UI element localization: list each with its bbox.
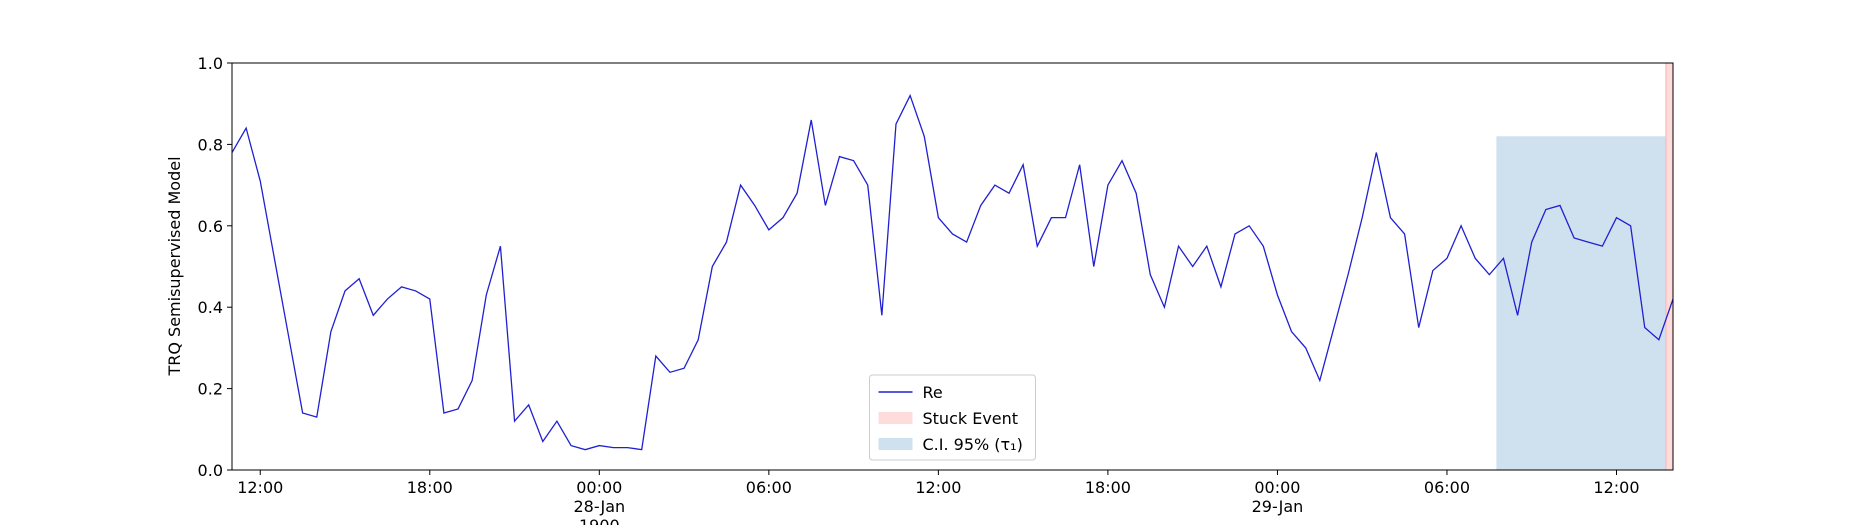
axes-frame <box>231 62 1674 471</box>
line <box>231 93 1674 451</box>
x-tick-label-line: 18:00 <box>407 478 453 497</box>
x-tick-label: 06:00 <box>746 478 792 497</box>
legend-swatch <box>878 412 913 424</box>
x-tick-label: 18:00 <box>1085 478 1131 497</box>
span <box>1496 136 1673 470</box>
y-tick-label: 0.8 <box>198 135 223 154</box>
x-tick-label-line: 28-Jan <box>573 497 625 516</box>
y-tick-label: 0.0 <box>198 461 223 480</box>
x-tick-label-line: 1900 <box>579 516 620 525</box>
x-tick-label-line: 12:00 <box>237 478 283 497</box>
x-tick-label: 12:00 <box>237 478 283 497</box>
legend-label: Re <box>923 383 943 402</box>
y-tick-label: 0.2 <box>198 380 223 399</box>
x-tick-label-line: 12:00 <box>1593 478 1639 497</box>
x-tick-label: 12:00 <box>915 478 961 497</box>
x-tick-label-line: 06:00 <box>746 478 792 497</box>
y-tick-label: 0.6 <box>198 217 223 236</box>
x-tick-label-line: 00:00 <box>576 478 622 497</box>
x-tick-label: 00:00 29-Jan <box>1252 478 1304 516</box>
x-tick-label-line: 00:00 <box>1254 478 1300 497</box>
legend: Re Stuck Event C.I. 95% (τ₁) <box>869 374 1036 461</box>
x-tick-label-line: 29-Jan <box>1252 497 1304 516</box>
x-tick-label-line: 06:00 <box>1424 478 1470 497</box>
legend-label: Stuck Event <box>923 409 1019 428</box>
x-tick-label-line: 18:00 <box>1085 478 1131 497</box>
y-axis-label: TRQ Semisupervised Model <box>165 156 184 376</box>
legend-swatch <box>878 438 913 450</box>
y-tick-label: 1.0 <box>198 54 223 73</box>
x-tick-label: 18:00 <box>407 478 453 497</box>
legend-label: C.I. 95% (τ₁) <box>923 435 1023 454</box>
x-tick-label: 12:00 <box>1593 478 1639 497</box>
x-tick-label: 06:00 <box>1424 478 1470 497</box>
span <box>1665 62 1674 471</box>
x-tick-label-line: 12:00 <box>915 478 961 497</box>
y-tick-label: 0.4 <box>198 298 223 317</box>
